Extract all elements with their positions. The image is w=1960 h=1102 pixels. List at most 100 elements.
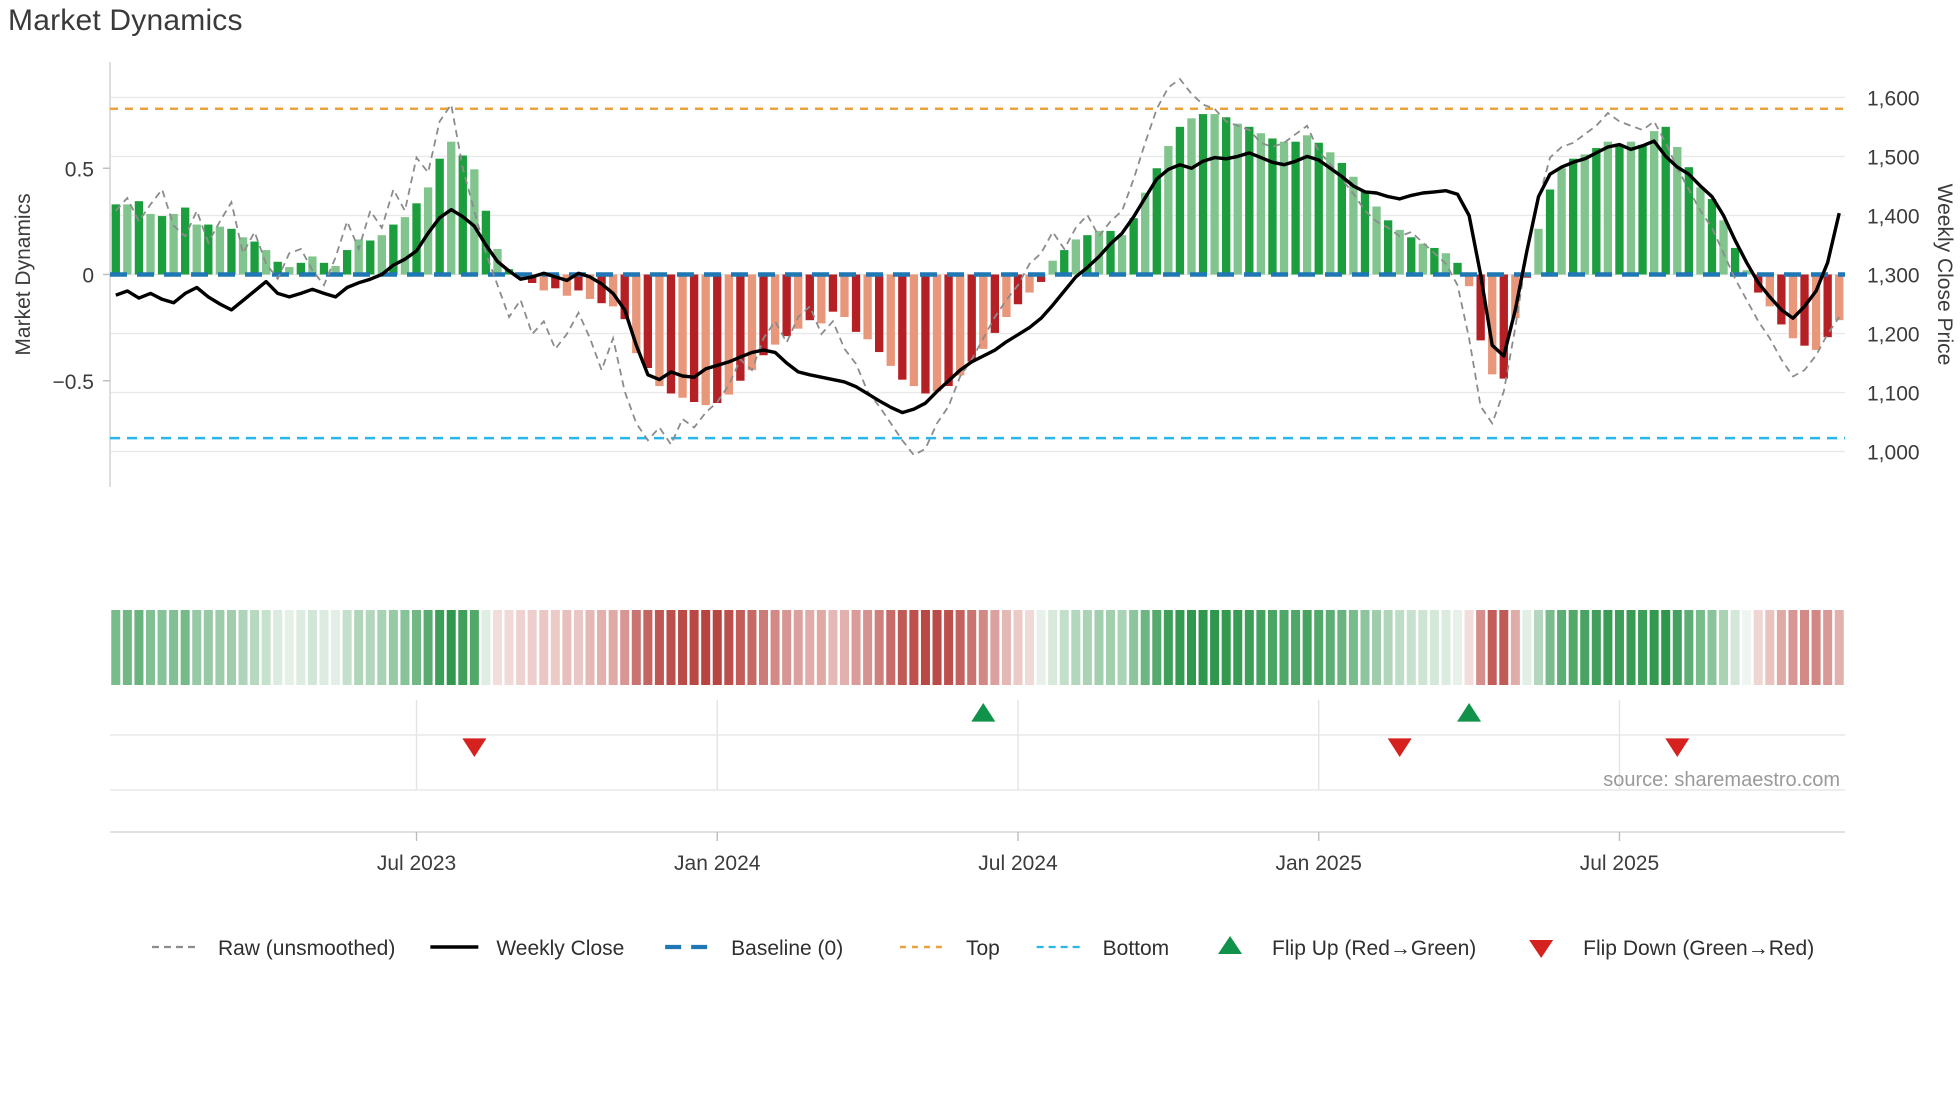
strip-cell — [354, 610, 364, 685]
bar — [1152, 168, 1161, 275]
bar — [585, 274, 595, 299]
strip-cell — [620, 610, 630, 685]
bar — [770, 274, 780, 345]
strip-cell — [816, 610, 826, 685]
strip-cell — [1163, 610, 1173, 685]
bar — [1661, 126, 1670, 275]
bar — [1233, 123, 1242, 275]
strip-cell — [1823, 610, 1833, 685]
bar — [1730, 247, 1740, 275]
tick-label-right: 1,000 — [1867, 442, 1920, 465]
strip-cell — [458, 610, 468, 685]
legend-item-triangle-up[interactable]: Flip Up (Red→Green) — [1218, 936, 1476, 960]
strip-cell — [319, 610, 329, 685]
strip-cell — [1360, 610, 1370, 685]
strip-cell — [1094, 610, 1104, 685]
strip-cell — [1464, 610, 1474, 685]
bar — [1048, 260, 1057, 275]
bar — [1291, 141, 1300, 275]
bar — [1198, 114, 1208, 275]
strip-cell — [134, 610, 144, 685]
strip-cell — [1753, 610, 1763, 685]
strip-cell — [631, 610, 641, 685]
regime-intensity-strip — [111, 610, 1844, 685]
strip-cell — [469, 610, 479, 685]
bar — [1036, 274, 1046, 282]
strip-cell — [967, 610, 977, 685]
page-title: Market Dynamics — [8, 4, 243, 37]
strip-cell — [1001, 610, 1011, 685]
bar — [990, 274, 1000, 333]
strip-cell — [423, 610, 433, 685]
legend-label: Raw (unsmoothed) — [218, 937, 395, 960]
strip-cell — [307, 610, 317, 685]
bar — [342, 250, 352, 275]
strip-cell — [169, 610, 179, 685]
strip-cell — [284, 610, 294, 685]
bar — [1638, 144, 1647, 275]
strip-cell — [1348, 610, 1358, 685]
strip-cell — [238, 610, 248, 685]
legend-item-dotted-line[interactable]: Top — [899, 937, 1000, 960]
bar — [1811, 274, 1821, 350]
bar — [597, 274, 606, 304]
strip-cell — [1684, 610, 1694, 685]
strip-cell — [1499, 610, 1509, 685]
legend-item-dashed-line-wide[interactable]: Baseline (0) — [665, 937, 843, 960]
strip-cell — [782, 610, 792, 685]
bar — [898, 274, 907, 380]
source-attribution: source: sharemaestro.com — [1603, 769, 1840, 791]
bar — [840, 274, 849, 317]
bar — [551, 274, 560, 289]
bar — [1603, 141, 1613, 275]
bar — [1060, 250, 1069, 275]
flip-up-marker — [971, 703, 996, 722]
bar — [863, 274, 872, 340]
strip-cell — [1626, 610, 1636, 685]
bar — [655, 274, 664, 387]
strip-cell — [1233, 610, 1243, 685]
strip-cell — [608, 610, 618, 685]
strip-cell — [585, 610, 595, 685]
strip-cell — [1372, 610, 1382, 685]
legend-item-dashed-line[interactable]: Raw (unsmoothed) — [151, 937, 395, 960]
strip-cell — [597, 610, 607, 685]
bar — [1025, 274, 1034, 293]
strip-cell — [759, 610, 769, 685]
bar — [1002, 274, 1011, 317]
strip-cell — [839, 610, 849, 685]
strip-cell — [1198, 610, 1208, 685]
flip-down-marker — [1387, 738, 1412, 757]
left-axis-title: Market Dynamics — [12, 193, 35, 355]
bar — [319, 262, 329, 275]
strip-cell — [1649, 610, 1659, 685]
strip-cell — [1221, 610, 1231, 685]
bar — [1499, 274, 1508, 379]
legend-item-dashed-line[interactable]: Bottom — [1036, 937, 1170, 960]
bar — [1360, 191, 1370, 275]
legend-item-triangle-down[interactable]: Flip Down (Green→Red) — [1529, 937, 1814, 960]
bar — [875, 274, 884, 353]
bar — [157, 216, 167, 275]
strip-cell — [874, 610, 884, 685]
strip-cell — [1025, 610, 1035, 685]
strip-cell — [1406, 610, 1416, 685]
bar — [528, 274, 537, 283]
bar — [574, 274, 583, 291]
bar — [1337, 162, 1347, 275]
tick-label-left: −0.5 — [53, 371, 94, 394]
bar — [932, 274, 942, 392]
strip-cell — [701, 610, 711, 685]
bar — [1395, 229, 1404, 275]
legend-item-solid-line[interactable]: Weekly Close — [430, 937, 624, 960]
gridlines — [110, 96, 1845, 453]
strip-cell — [1510, 610, 1520, 685]
bar — [1649, 131, 1659, 275]
bar — [736, 274, 745, 381]
strip-cell — [446, 610, 456, 685]
bar — [1580, 154, 1589, 275]
strip-cell — [1742, 610, 1752, 685]
tick-label-x: Jul 2024 — [978, 852, 1058, 875]
tick-label-left: 0.5 — [65, 158, 94, 181]
